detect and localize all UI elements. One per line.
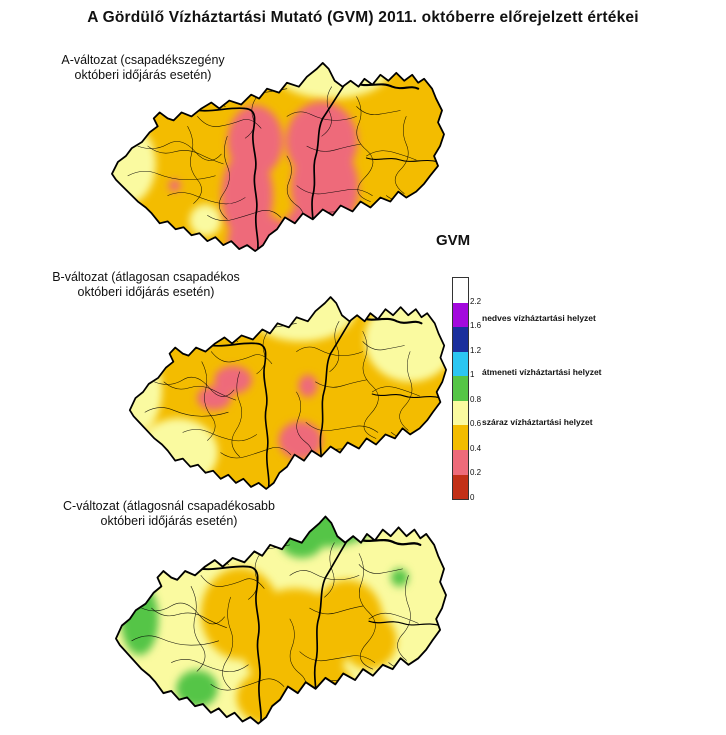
map-a [111,62,445,252]
region [138,418,218,487]
region [298,374,318,398]
region [289,660,354,713]
legend-tick: 1.6 [470,321,482,330]
legend-tick: 0.8 [470,395,482,404]
legend-segment [453,302,468,328]
legend-segment [453,327,468,352]
map-b-label-line2: októberi időjárás esetén) [77,285,215,300]
legend-segment [453,400,468,426]
legend-segment [453,474,468,500]
legend-title: GVM [436,232,471,249]
legend-segment [453,278,468,303]
legend-tick: 0.4 [470,444,482,453]
region [214,365,252,395]
legend-color-bar [452,277,469,500]
figure-title: A Gördülő Vízháztartási Mutató (GVM) 201… [87,9,639,26]
legend-category-dry: száraz vízháztartási helyzet [482,417,593,427]
legend-segment [453,376,468,401]
legend-tick: 0.6 [470,419,482,428]
map-a-label-line2: októberi időjárás esetén) [74,68,212,83]
map-b [128,296,448,490]
legend-tick: 0.2 [470,468,482,477]
map-c-label-line1: C-változat (átlagosnál csapadékosabb [63,499,275,513]
region [189,204,222,237]
legend-segment [453,351,468,377]
map-c-drier-regions [200,567,397,724]
region [176,670,218,708]
legend-segment [453,425,468,450]
region [168,179,181,192]
legend-category-wet: nedves vízháztartási helyzet [482,313,596,323]
legend-tick: 1 [470,370,475,379]
legend-category-transitional: átmeneti vízháztartási helyzet [482,367,602,377]
map-c-label: C-változat (átlagosnál csapadékosabb okt… [48,499,290,530]
map-a-label-line1: A-változat (csapadékszegény [61,53,225,67]
legend-tick: 0 [470,493,475,502]
legend-tick: 1.2 [470,346,482,355]
map-b-label-line1: B-változat (átlagosan csapadékos [52,270,240,284]
map-c-label-line2: októberi időjárás esetén) [100,514,238,529]
map-b-label: B-változat (átlagosan csapadékos október… [30,270,262,301]
legend-segment [453,449,468,475]
region [284,201,345,252]
region [280,523,324,558]
region [197,385,232,411]
map-c [114,515,448,725]
legend-tick: 2.2 [470,297,482,306]
map-a-label: A-változat (csapadékszegény októberi idő… [30,53,256,84]
region [390,568,409,587]
region [290,142,359,234]
